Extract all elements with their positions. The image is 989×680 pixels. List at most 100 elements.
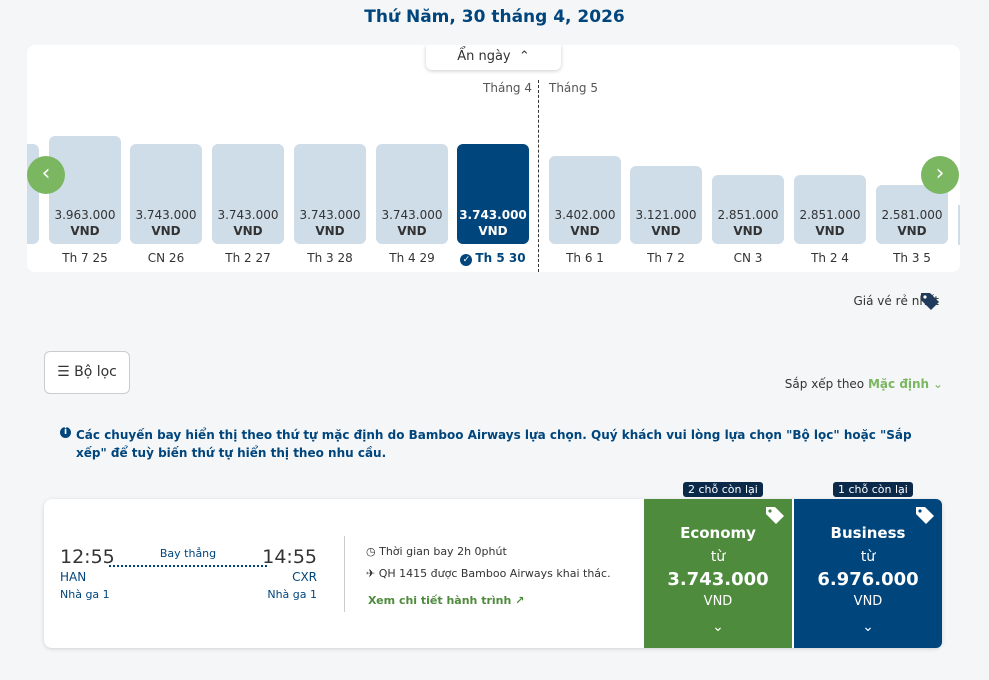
day-text: Th 3 5 [893, 251, 931, 265]
cheapest-note: Giá vé rẻ nhất [853, 294, 940, 308]
day-bar[interactable]: 3.121.000 VND [630, 165, 702, 244]
day-bar[interactable]: 3.743.000 VND [457, 143, 529, 244]
fare-currency: VND [703, 594, 733, 609]
day-bar[interactable]: 3.743.000 VND [212, 143, 284, 244]
duration-label: Thời gian bay [379, 545, 454, 558]
day-currency: VND [897, 223, 927, 238]
day-text: Th 4 29 [389, 251, 435, 265]
fare-class: Economy [680, 524, 756, 542]
sort-value: Mặc định [867, 377, 930, 391]
day-bar[interactable]: 2.851.000 VND [712, 175, 784, 244]
day-text: Th 5 30 [475, 251, 526, 265]
day-price: 2.581.000 [881, 207, 943, 222]
route-line [109, 565, 267, 567]
day-price: 3.402.000 [554, 207, 616, 222]
arr-terminal: Nhà ga 1 [267, 588, 317, 601]
day-bar[interactable]: 3.743.000 VND [376, 143, 448, 244]
day-text: Th 2 27 [225, 251, 271, 265]
day-label: ✓ Th 5 30 [448, 251, 538, 266]
day-text: Th 2 4 [811, 251, 849, 265]
month-divider [538, 80, 539, 272]
check-icon: ✓ [460, 254, 473, 266]
stop: Bay thẳng [159, 547, 217, 560]
month-label: Tháng 5 [549, 81, 598, 95]
day-currency: VND [651, 223, 681, 238]
day-text: Th 6 1 [566, 251, 604, 265]
day-currency: VND [397, 223, 427, 238]
day-text: CN 3 [733, 251, 763, 265]
day-label: Th 7 25 [40, 251, 130, 265]
day-currency: VND [570, 223, 600, 238]
day-price: 3.743.000 [381, 207, 443, 222]
day-bar[interactable]: 3.743.000 VND [294, 143, 366, 244]
day-currency: VND [733, 223, 763, 238]
partial-day [958, 205, 960, 245]
day-bar[interactable]: 2.851.000 VND [794, 175, 866, 244]
tag-icon [766, 507, 784, 524]
day-price: 3.743.000 [459, 207, 527, 222]
fare-price: 3.743.000 [667, 569, 769, 590]
operator: ✈ QH 1415 được Bamboo Airways khai thác. [366, 567, 611, 580]
expand-icon: ⌄ [862, 619, 874, 635]
day-price: 3.743.000 [135, 207, 197, 222]
day-currency: VND [315, 223, 345, 238]
expand-icon: ⌄ [712, 619, 724, 635]
sort-label: Sắp xếp theo [784, 377, 865, 391]
fare-currency: VND [853, 594, 883, 609]
month-label: Tháng 4 [483, 81, 532, 95]
fare-price: 6.976.000 [817, 569, 919, 590]
day-label: Th 2 27 [203, 251, 293, 265]
separator [344, 536, 345, 612]
day-currency: VND [151, 223, 181, 238]
day-price: 2.851.000 [799, 207, 861, 222]
day-price: 3.121.000 [635, 207, 697, 222]
day-bar[interactable]: 3.743.000 VND [130, 143, 202, 244]
arr-time: 14:55 [262, 546, 317, 568]
seats-badge: 2 chỗ còn lại [683, 482, 763, 497]
day-currency: VND [478, 223, 508, 238]
next-button[interactable]: › [921, 156, 959, 194]
details-text: Xem chi tiết hành trình [368, 594, 512, 607]
day-currency: VND [815, 223, 845, 238]
toggle-days[interactable]: Ẩn ngày ⌃ [426, 45, 561, 70]
seats-badge: 1 chỗ còn lại [833, 482, 913, 497]
day-bar[interactable]: 3.963.000 VND [49, 135, 121, 244]
day-label: Th 4 29 [367, 251, 457, 265]
operator-text: QH 1415 được Bamboo Airways khai thác. [378, 567, 611, 580]
dep-code: HAN [60, 570, 87, 584]
day-currency: VND [70, 223, 100, 238]
sort[interactable]: Sắp xếp theo Mặc định ⌄ [784, 377, 943, 391]
calendar: Ẩn ngày ⌃ Tháng 4 Tháng 5 3.963.000 VND Th… [27, 45, 960, 272]
dep-time: 12:55 [60, 546, 115, 568]
flight-card: 12:55 HAN Nhà ga 1 Bay thẳng 14:55 CXR N… [44, 499, 942, 648]
day-text: Th 3 28 [307, 251, 353, 265]
toggle-label: Ẩn ngày [457, 49, 511, 64]
day-price: 2.851.000 [717, 207, 779, 222]
day-bar[interactable]: 3.402.000 VND [549, 155, 621, 244]
prev-button[interactable]: ‹ [27, 156, 65, 194]
day-text: Th 7 25 [62, 251, 108, 265]
fare-box[interactable]: Business từ 6.976.000 VND ⌄ [794, 499, 942, 648]
day-price: 3.743.000 [217, 207, 279, 222]
day-label: Th 6 1 [540, 251, 630, 265]
duration-value: 2h 0phút [457, 545, 507, 558]
fare-from: từ [710, 549, 726, 565]
spacer [27, 244, 39, 272]
fare-box[interactable]: Economy từ 3.743.000 VND ⌄ [644, 499, 792, 648]
page-title: Thứ Năm, 30 tháng 4, 2026 [364, 7, 625, 27]
day-bar[interactable]: 2.581.000 VND [876, 184, 948, 244]
day-price: 3.743.000 [299, 207, 361, 222]
arr-code: CXR [292, 570, 317, 584]
dep-terminal: Nhà ga 1 [60, 588, 110, 601]
day-text: Th 7 2 [647, 251, 685, 265]
filter-button[interactable]: ☰ Bộ lọc [44, 351, 130, 394]
fare-from: từ [860, 549, 876, 565]
details-link[interactable]: Xem chi tiết hành trình ↗ [368, 594, 525, 607]
day-price: 3.963.000 [54, 207, 116, 222]
notice-text: Các chuyến bay hiển thị theo thứ tự mặc … [76, 428, 912, 460]
notice: i Các chuyến bay hiển thị theo thứ tự mặc… [60, 426, 946, 462]
day-label: Th 2 4 [785, 251, 875, 265]
day-label: Th 3 5 [867, 251, 957, 265]
tag-icon [916, 507, 934, 524]
